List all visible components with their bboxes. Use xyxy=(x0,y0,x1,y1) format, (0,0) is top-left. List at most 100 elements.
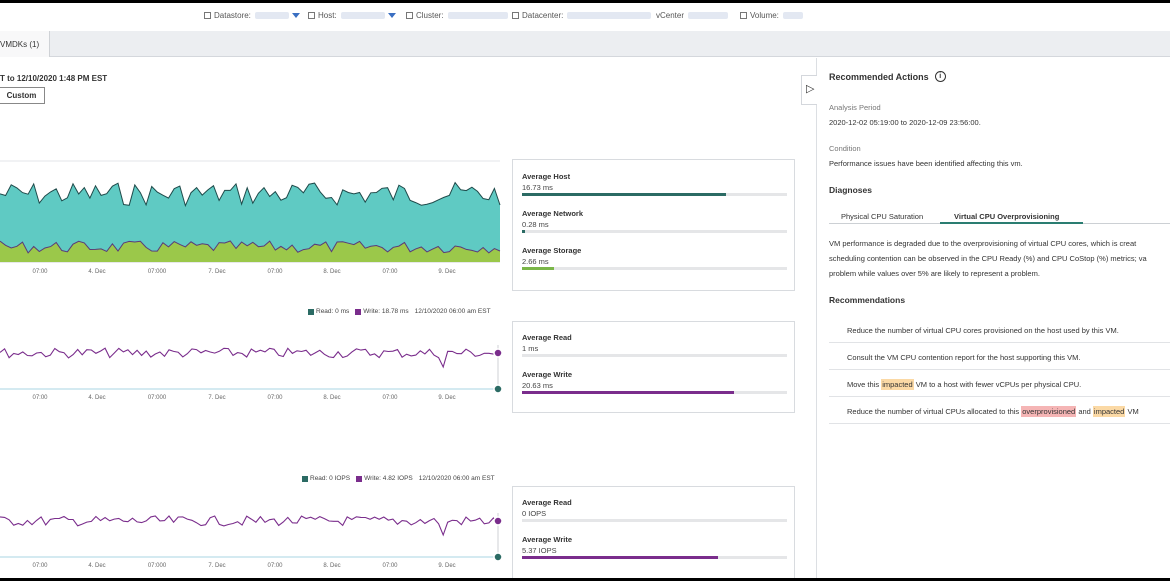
condition-label: Condition xyxy=(829,144,861,153)
cluster-filter[interactable]: Cluster: xyxy=(406,11,508,20)
read-swatch xyxy=(308,308,314,315)
stat-average-write-iops: Average Write 5.37 IOPS xyxy=(522,535,787,559)
stat-bar xyxy=(522,267,787,270)
tab-physical-cpu-saturation[interactable]: Physical CPU Saturation xyxy=(841,212,924,221)
datastore-icon xyxy=(204,12,211,19)
rec-text-part: Reduce the number of virtual CPUs alloca… xyxy=(847,407,1020,416)
stat-bar xyxy=(522,193,787,196)
stat-value: 1 ms xyxy=(522,344,539,353)
stat-average-network: Average Network 0.28 ms xyxy=(522,209,787,233)
x-tick-label: 9. Dec xyxy=(438,269,455,275)
stat-bar-fill xyxy=(522,556,719,559)
write-series-line xyxy=(0,347,499,369)
stat-bar xyxy=(522,556,787,559)
read-marker xyxy=(493,384,503,394)
stat-average-read: Average Read 1 ms xyxy=(522,333,787,357)
x-tick-label: 07:000 xyxy=(148,395,167,401)
x-tick-label: 7. Dec xyxy=(208,563,225,569)
legend-read[interactable]: Read: 0 IOPS xyxy=(310,475,351,482)
x-tick-label: 07:00 xyxy=(32,395,48,401)
write-series-line xyxy=(0,515,499,537)
x-tick-label: 07:00 xyxy=(382,395,398,401)
x-tick-label: 7. Dec xyxy=(208,395,225,401)
recommendation-item: Reduce the number of virtual CPUs alloca… xyxy=(829,397,1170,424)
latency-legend: Read: 0 ms Write: 18.78 ms 12/10/2020 06… xyxy=(308,308,491,315)
panel-title: Recommended Actions xyxy=(829,71,929,82)
x-tick-label: 07:00 xyxy=(267,563,283,569)
x-tick-label: 07:00 xyxy=(382,563,398,569)
tab-strip: VMDKs (1) xyxy=(0,31,1170,57)
impacted-highlight: impacted xyxy=(881,379,914,390)
datacenter-filter[interactable]: Datacenter: xyxy=(512,11,652,20)
stat-bar-fill xyxy=(522,267,554,270)
app-window: Datastore: Host: Cluster: Datacenter: vC… xyxy=(0,3,1170,578)
tab-virtual-cpu-overprovisioning[interactable]: Virtual CPU Overprovisioning xyxy=(954,212,1060,221)
write-marker xyxy=(493,348,503,358)
vcenter-filter[interactable]: vCenter xyxy=(656,11,729,20)
host-filter[interactable]: Host: xyxy=(308,11,396,20)
legend-write[interactable]: Write: 18.78 ms xyxy=(363,308,409,315)
cluster-label: Cluster: xyxy=(416,11,444,20)
recommended-actions-header: Recommended Actions i xyxy=(829,71,946,82)
recommendation-item: Reduce the number of virtual CPU cores p… xyxy=(829,316,1170,343)
chevron-down-icon[interactable] xyxy=(387,13,396,18)
datastore-filter[interactable]: Datastore: xyxy=(204,11,300,20)
volume-icon xyxy=(740,12,747,19)
x-tick-label: 07:000 xyxy=(148,563,167,569)
datastore-value xyxy=(254,12,289,19)
diagnosis-line: problem while values over 5% are likely … xyxy=(829,269,1040,278)
iops-stats: Average Read 0 IOPS Average Write 5.37 I… xyxy=(512,486,795,578)
recommendation-text: Consult the VM CPU contention report for… xyxy=(847,353,1081,362)
x-tick-label: 9. Dec xyxy=(438,563,455,569)
legend-write[interactable]: Write: 4.82 IOPS xyxy=(364,475,413,482)
chevron-down-icon[interactable] xyxy=(291,13,300,18)
stat-value: 5.37 IOPS xyxy=(522,546,557,555)
tab-vmdks[interactable]: VMDKs (1) xyxy=(0,31,50,57)
cluster-value xyxy=(447,12,508,19)
stat-bar xyxy=(522,354,787,357)
stat-label: Average Read xyxy=(522,333,572,342)
write-marker xyxy=(493,516,503,526)
stat-value: 0 IOPS xyxy=(522,509,547,518)
stat-label: Average Read xyxy=(522,498,572,507)
stat-label: Average Host xyxy=(522,172,571,181)
x-tick-label: 07:000 xyxy=(148,269,167,275)
datacenter-value xyxy=(567,12,652,19)
stat-bar-fill xyxy=(522,193,727,196)
stat-label: Average Network xyxy=(522,209,583,218)
recommendation-item: Move this impacted VM to a host with few… xyxy=(829,370,1170,397)
stat-bar xyxy=(522,391,787,394)
x-tick-label: 4. Dec xyxy=(88,563,105,569)
x-tick-label: 8. Dec xyxy=(323,395,340,401)
x-tick-label: 8. Dec xyxy=(323,269,340,275)
rec-text-part: and xyxy=(1078,407,1091,416)
custom-range-button[interactable]: Custom xyxy=(0,87,45,104)
host-label: Host: xyxy=(318,11,337,20)
datastore-label: Datastore: xyxy=(214,11,251,20)
x-tick-label: 07:00 xyxy=(32,269,48,275)
volume-filter[interactable]: Volume: xyxy=(740,11,803,20)
analysis-period-label: Analysis Period xyxy=(829,103,881,112)
stat-average-write: Average Write 20.63 ms xyxy=(522,370,787,394)
volume-value xyxy=(782,12,803,19)
vcenter-label: vCenter xyxy=(656,11,685,20)
filter-bar: Datastore: Host: Cluster: Datacenter: vC… xyxy=(0,3,1170,29)
legend-read[interactable]: Read: 0 ms xyxy=(316,308,350,315)
condition-value: Performance issues have been identified … xyxy=(829,159,1023,168)
cluster-icon xyxy=(406,12,413,19)
collapse-panel-button[interactable]: ▷ xyxy=(801,75,817,105)
info-icon[interactable]: i xyxy=(934,71,946,82)
storage-latency-area xyxy=(0,241,500,262)
analysis-period-value: 2020-12-02 05:19:00 to 2020-12-09 23:56:… xyxy=(829,118,981,127)
panel-divider xyxy=(816,58,817,578)
x-tick-label: 07:00 xyxy=(267,395,283,401)
rec-text-part: Move this xyxy=(847,380,880,389)
read-swatch xyxy=(302,475,308,482)
storage-latency-line xyxy=(0,240,501,254)
x-tick-label: 8. Dec xyxy=(323,563,340,569)
stat-bar xyxy=(522,519,787,522)
write-swatch xyxy=(355,308,362,315)
stat-average-read-iops: Average Read 0 IOPS xyxy=(522,498,787,522)
volume-label: Volume: xyxy=(750,11,779,20)
active-tab-indicator xyxy=(940,222,1083,224)
